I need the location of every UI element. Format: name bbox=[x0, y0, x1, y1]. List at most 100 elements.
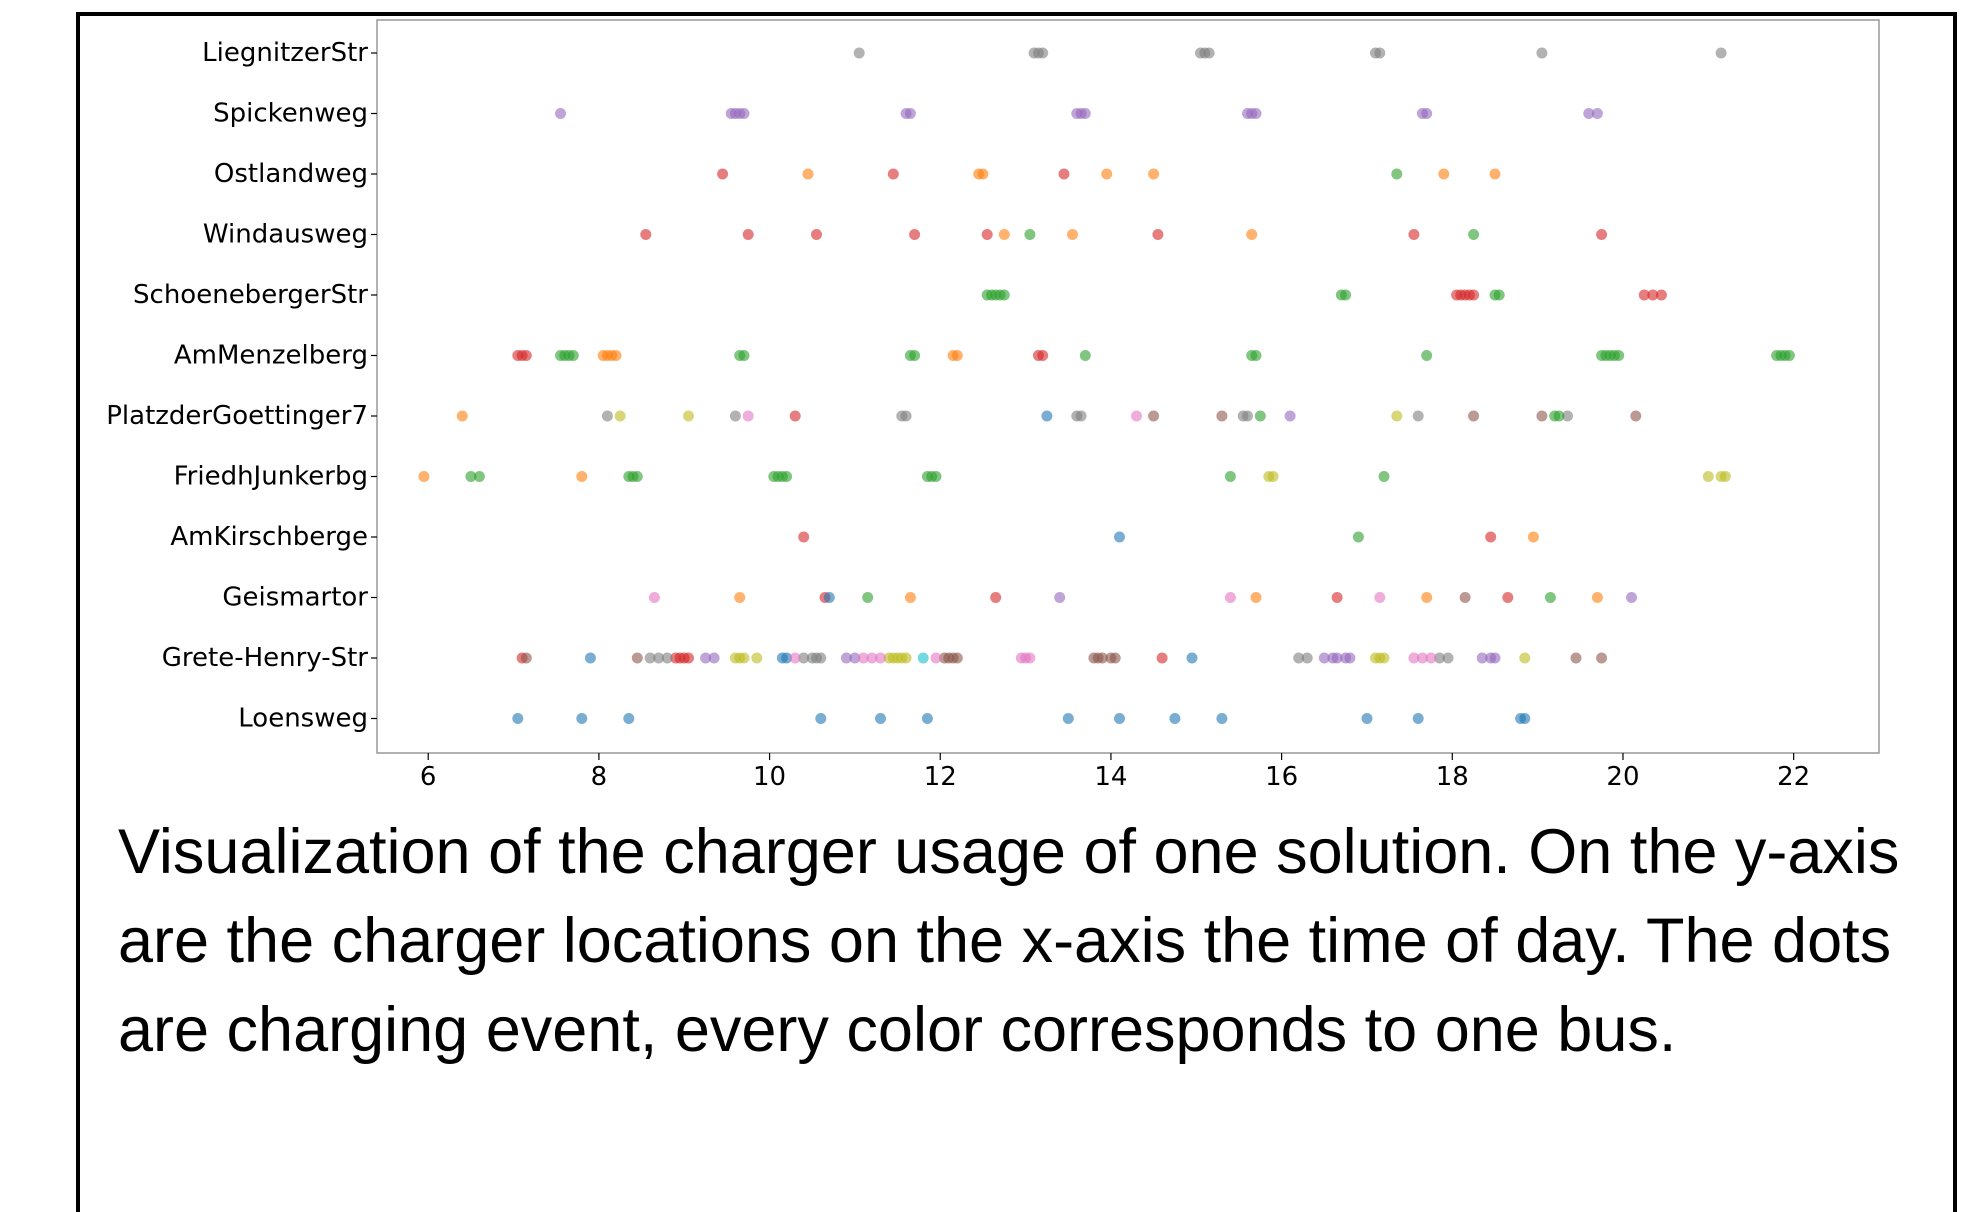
y-tick-label: Windausweg bbox=[203, 220, 368, 250]
data-points bbox=[418, 47, 1795, 724]
data-point bbox=[921, 713, 933, 724]
data-point bbox=[1352, 531, 1364, 543]
data-point bbox=[802, 168, 814, 180]
data-point bbox=[1203, 47, 1215, 59]
y-tick-label: Spickenweg bbox=[213, 99, 368, 129]
data-point bbox=[781, 652, 793, 664]
data-point bbox=[853, 47, 865, 59]
data-point bbox=[1459, 592, 1471, 603]
data-point bbox=[840, 652, 852, 664]
data-point bbox=[930, 471, 942, 482]
data-point bbox=[1037, 47, 1049, 59]
data-point bbox=[1224, 592, 1236, 603]
data-point bbox=[576, 713, 588, 724]
data-point bbox=[1242, 410, 1253, 422]
data-point bbox=[1596, 652, 1608, 664]
data-point bbox=[567, 350, 579, 361]
data-point bbox=[1216, 410, 1228, 422]
y-tick-label: Geismartor bbox=[222, 583, 368, 613]
data-point bbox=[1058, 168, 1070, 180]
y-tick-label: Grete-Henry-Str bbox=[162, 643, 369, 673]
data-point bbox=[610, 350, 622, 361]
data-point bbox=[875, 652, 886, 664]
x-tick-label: 18 bbox=[1436, 762, 1469, 792]
data-point bbox=[1715, 47, 1727, 59]
data-point bbox=[1340, 289, 1352, 301]
data-point bbox=[981, 229, 993, 240]
data-point bbox=[1374, 592, 1386, 603]
data-point bbox=[951, 350, 963, 361]
data-point bbox=[584, 652, 596, 664]
data-point bbox=[1626, 592, 1637, 603]
data-point bbox=[998, 229, 1010, 240]
data-point bbox=[1054, 592, 1066, 603]
data-point bbox=[708, 652, 720, 664]
data-point bbox=[1536, 47, 1548, 59]
data-point bbox=[1438, 168, 1450, 180]
data-point bbox=[1041, 410, 1053, 422]
data-point bbox=[520, 350, 532, 361]
data-point bbox=[1344, 652, 1356, 664]
data-point bbox=[1489, 652, 1501, 664]
data-point bbox=[909, 350, 921, 361]
data-point bbox=[1156, 652, 1168, 664]
data-point bbox=[866, 652, 878, 664]
data-point bbox=[512, 713, 524, 724]
data-point bbox=[1596, 229, 1608, 240]
data-point bbox=[1468, 289, 1480, 301]
data-point bbox=[1412, 410, 1424, 422]
data-point bbox=[998, 289, 1010, 301]
data-point bbox=[1485, 531, 1497, 543]
data-point bbox=[1553, 410, 1565, 422]
data-point bbox=[1331, 592, 1343, 603]
data-point bbox=[1408, 652, 1420, 664]
data-point bbox=[1186, 652, 1198, 664]
data-point bbox=[1570, 652, 1582, 664]
data-point bbox=[1493, 289, 1505, 301]
data-point bbox=[1489, 168, 1501, 180]
data-point bbox=[418, 471, 430, 482]
data-point bbox=[789, 652, 801, 664]
data-point bbox=[1378, 652, 1390, 664]
data-point bbox=[1224, 471, 1236, 482]
data-point bbox=[1024, 652, 1036, 664]
data-point bbox=[1148, 410, 1160, 422]
data-point bbox=[1267, 471, 1279, 482]
data-point bbox=[1408, 229, 1420, 240]
data-point bbox=[811, 229, 822, 240]
x-tick-label: 10 bbox=[753, 762, 786, 792]
data-point bbox=[640, 229, 652, 240]
data-point bbox=[661, 652, 673, 664]
data-point bbox=[1109, 652, 1121, 664]
data-point bbox=[917, 652, 929, 664]
y-tick-label: AmKirschberge bbox=[170, 522, 368, 552]
data-point bbox=[631, 471, 643, 482]
data-point bbox=[1416, 652, 1428, 664]
data-point bbox=[1591, 592, 1603, 603]
x-tick-label: 12 bbox=[924, 762, 957, 792]
data-point bbox=[1079, 108, 1091, 119]
data-point bbox=[1250, 350, 1262, 361]
data-point bbox=[1502, 592, 1514, 603]
data-point bbox=[1301, 652, 1313, 664]
data-point bbox=[644, 652, 656, 664]
data-point bbox=[648, 592, 660, 603]
data-point bbox=[1421, 108, 1433, 119]
data-point bbox=[717, 168, 729, 180]
data-point bbox=[1062, 713, 1074, 724]
data-point bbox=[977, 168, 989, 180]
data-point bbox=[1169, 713, 1181, 724]
data-point bbox=[1783, 350, 1795, 361]
data-point bbox=[900, 410, 912, 422]
data-point bbox=[815, 652, 827, 664]
data-point bbox=[1067, 229, 1078, 240]
data-point bbox=[1131, 410, 1142, 422]
data-point bbox=[738, 652, 750, 664]
data-point bbox=[742, 410, 754, 422]
data-point bbox=[1562, 410, 1573, 422]
data-point bbox=[1318, 652, 1330, 664]
plot-area bbox=[376, 19, 1880, 754]
data-point bbox=[1101, 168, 1113, 180]
scatter-chart: LiegnitzerStr Spickenweg Ostlandweg Windaus… bbox=[106, 19, 1880, 792]
data-point bbox=[990, 592, 1002, 603]
